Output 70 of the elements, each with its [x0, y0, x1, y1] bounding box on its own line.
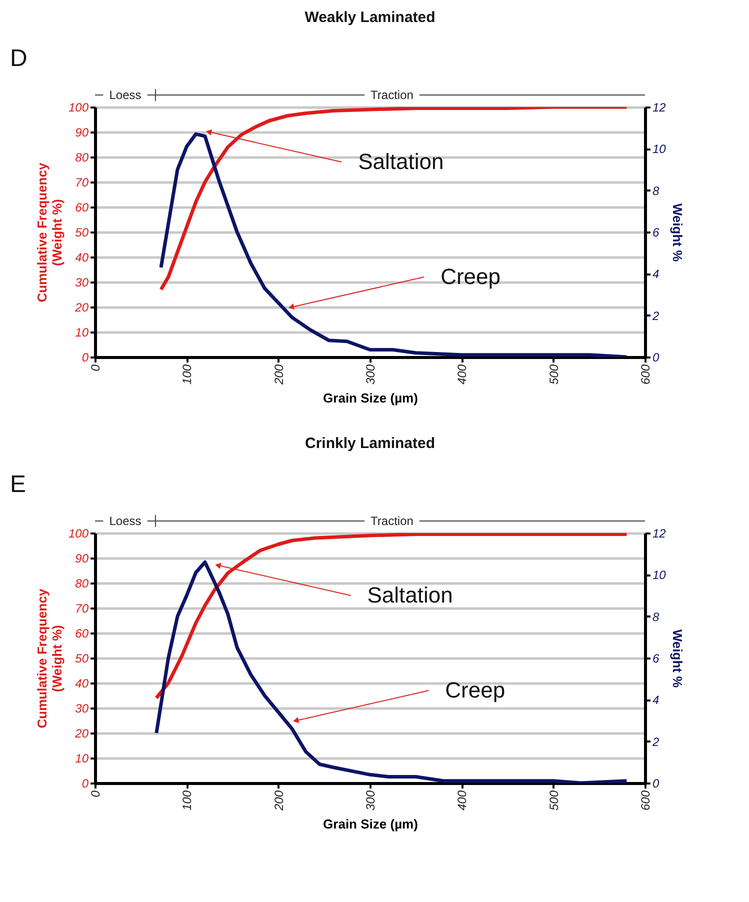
y2-axis-title: Weight %	[670, 203, 685, 262]
y-tick-label: 90	[75, 552, 89, 566]
x-tick-label: 300	[364, 790, 378, 811]
x-tick-label: 100	[180, 790, 194, 811]
y-tick-label: 80	[75, 576, 89, 590]
y2-tick-label: 0	[652, 776, 660, 790]
y-tick-label: 0	[82, 776, 89, 790]
y-tick-label: 100	[68, 526, 89, 540]
x-axis-title: Grain Size (µm)	[323, 390, 418, 406]
y2-tick-label: 8	[652, 610, 660, 624]
y2-tick-label: 2	[652, 734, 660, 749]
y-tick-label: 50	[75, 226, 89, 240]
y2-tick-label: 2	[652, 308, 660, 323]
text: Loess	[109, 88, 142, 102]
y2-tick-label: 0	[652, 350, 660, 364]
y2-tick-label: 10	[652, 142, 666, 156]
y2-tick-label: 8	[652, 184, 660, 198]
text: Loess	[109, 514, 142, 528]
x-tick-label: 0	[88, 364, 102, 372]
x-tick-label: 500	[546, 364, 561, 385]
y-tick-label: 40	[75, 250, 89, 264]
y-tick-label: 40	[75, 676, 89, 690]
y-tick-label: 10	[75, 326, 89, 340]
y2-tick-label: 6	[652, 652, 660, 666]
y-tick-label: 20	[74, 300, 89, 314]
x-tick-label: 600	[638, 790, 652, 811]
x-tick-label: 600	[638, 364, 652, 385]
x-axis-title: Grain Size (µm)	[323, 816, 418, 832]
text: Traction	[370, 88, 414, 102]
line-series	[159, 107, 628, 292]
annotation: Creep	[440, 264, 501, 289]
y-tick-label: 90	[75, 126, 89, 140]
y2-axis-title: Weight %	[670, 629, 685, 688]
y-tick-label: 80	[75, 150, 89, 164]
annotation: Creep	[445, 678, 506, 702]
text: Traction	[370, 514, 414, 528]
y-tick-label: 60	[75, 626, 89, 640]
x-tick-label: 100	[180, 364, 194, 385]
annotation: Saltation	[367, 582, 453, 608]
y-tick-label: 0	[82, 350, 89, 364]
x-tick-label: 300	[364, 364, 378, 385]
y-tick-label: 60	[75, 200, 89, 214]
y-tick-label: 30	[75, 276, 89, 290]
y2-tick-label: 4	[652, 693, 660, 708]
y-tick-label: 70	[75, 602, 89, 616]
x-tick-label: 0	[88, 790, 102, 798]
x-tick-label: 400	[455, 364, 470, 385]
y-axis-title: Cumulative Frequency (Weight %)	[34, 162, 64, 302]
line-series	[154, 560, 628, 783]
chart-title: Weakly Laminated	[304, 9, 436, 26]
y-tick-label: 70	[75, 176, 89, 190]
y2-tick-label: 4	[652, 267, 660, 282]
y-axis-title: Cumulative Frequency (Weight %)	[34, 588, 64, 728]
x-tick-label: 200	[272, 364, 286, 386]
x-tick-label: 400	[455, 790, 470, 811]
y2-tick-label: 12	[652, 526, 666, 540]
x-tick-label: 500	[546, 790, 561, 811]
x-tick-label: 200	[272, 790, 286, 812]
y-tick-label: 50	[75, 652, 89, 666]
chart-title: Crinkly Laminated	[304, 435, 436, 452]
y2-tick-label: 6	[652, 226, 660, 240]
y2-tick-label: 10	[652, 568, 666, 582]
text: E	[10, 471, 26, 498]
y-tick-label: 100	[68, 100, 89, 114]
y2-tick-label: 12	[652, 100, 666, 114]
y-tick-label: 30	[75, 702, 89, 716]
y-tick-label: 20	[74, 726, 89, 740]
annotation: Saltation	[358, 149, 444, 174]
y-tick-label: 10	[75, 752, 89, 766]
text: D	[10, 45, 28, 72]
